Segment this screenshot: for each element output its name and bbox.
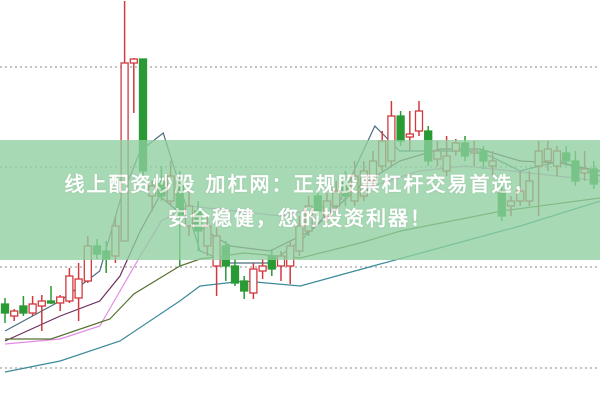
candle — [414, 101, 424, 136]
candle — [240, 276, 249, 299]
candle-body — [129, 58, 138, 64]
candle-body — [56, 296, 65, 304]
candle — [129, 58, 138, 113]
candle — [249, 263, 258, 299]
candle-body — [258, 265, 267, 272]
candle-body — [37, 300, 46, 307]
candle-body — [230, 265, 240, 284]
candle — [65, 268, 74, 303]
promo-banner: 线上配资炒股 加杠网：正规股票杠杆交易首选， 安全稳健，您的投资利器！ — [0, 140, 600, 260]
candle — [37, 295, 46, 331]
banner-line-2: 安全稳健，您的投资利器！ — [168, 206, 432, 230]
candle — [19, 296, 28, 316]
candle-body — [10, 310, 19, 317]
candle-body — [46, 300, 56, 304]
candle-body — [405, 133, 414, 138]
banner-line-1: 线上配资炒股 加杠网：正规股票杠杆交易首选， — [64, 172, 536, 196]
candle — [74, 263, 83, 321]
candle-body — [74, 278, 83, 299]
candle-body — [240, 280, 249, 292]
candle-body — [19, 305, 28, 314]
candle-body — [0, 303, 10, 314]
candle — [56, 295, 65, 311]
candle-body — [65, 275, 74, 302]
candle-body — [249, 268, 258, 294]
candle — [28, 296, 37, 316]
candle-body — [28, 303, 37, 314]
candle — [0, 298, 10, 323]
candle-body — [396, 115, 405, 142]
candle — [230, 259, 240, 286]
candle — [258, 259, 267, 279]
candle — [46, 286, 56, 304]
candle-body — [414, 110, 424, 132]
candle — [10, 309, 19, 321]
